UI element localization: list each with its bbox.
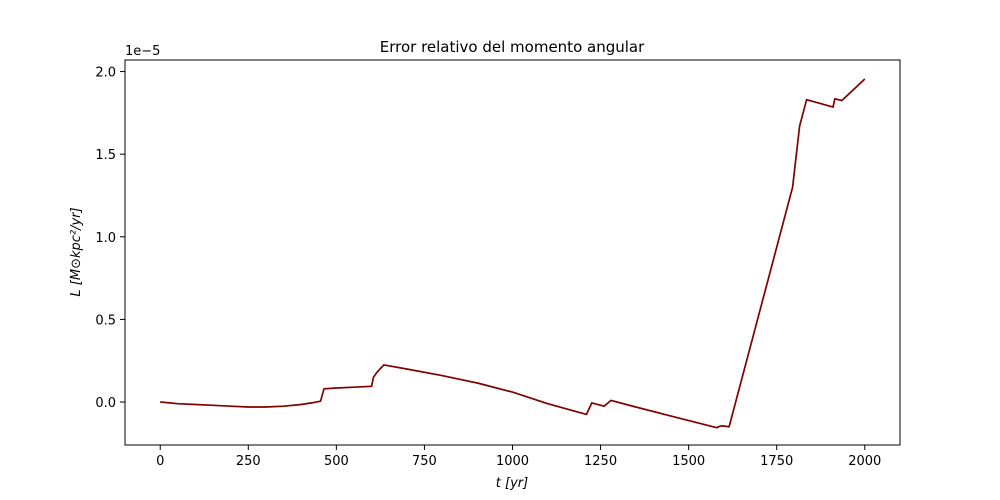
y-offset-label: 1e−5 bbox=[125, 44, 160, 59]
x-tick-label: 750 bbox=[412, 454, 437, 469]
x-tick-label: 1500 bbox=[672, 454, 705, 469]
x-tick-label: 1750 bbox=[760, 454, 793, 469]
x-tick-label: 2000 bbox=[848, 454, 881, 469]
x-tick-label: 0 bbox=[156, 454, 164, 469]
chart-title: Error relativo del momento angular bbox=[380, 38, 645, 56]
x-axis-label: t [yr] bbox=[496, 476, 528, 491]
y-axis-label: L [M⊙kpc²/yr] bbox=[69, 207, 84, 296]
y-tick-label: 0.5 bbox=[95, 313, 116, 328]
y-tick-label: 1.0 bbox=[95, 231, 116, 246]
x-tick-label: 1000 bbox=[496, 454, 529, 469]
series-line bbox=[160, 78, 866, 429]
x-tick-label: 1250 bbox=[584, 454, 617, 469]
y-tick-label: 1.5 bbox=[95, 148, 116, 163]
y-tick-label: 0.0 bbox=[95, 396, 116, 411]
y-tick-label: 2.0 bbox=[95, 66, 116, 81]
plot-frame bbox=[124, 59, 901, 446]
y-axis-ticks: 0.0 0.5 1.0 1.5 2.0 bbox=[95, 66, 125, 411]
x-axis-ticks: 0 250 500 750 1000 1250 1500 1750 2000 bbox=[156, 445, 881, 469]
x-tick-label: 500 bbox=[324, 454, 349, 469]
x-tick-label: 250 bbox=[236, 454, 261, 469]
